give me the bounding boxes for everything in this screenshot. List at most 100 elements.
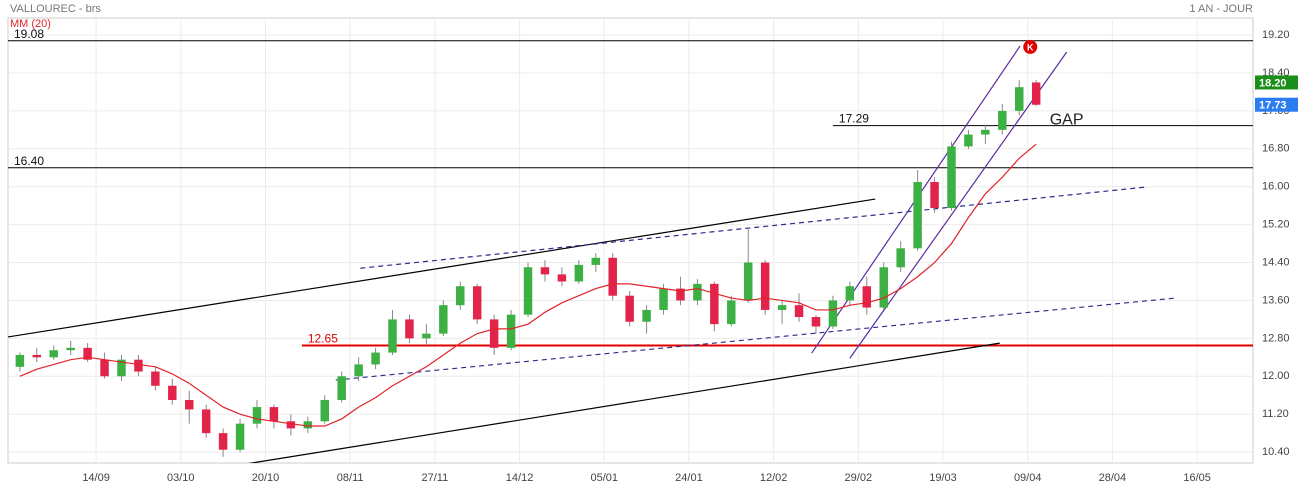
candle-body: [879, 267, 888, 308]
candle-body: [320, 399, 329, 422]
candle-body: [472, 286, 482, 320]
candle-body: [642, 309, 651, 322]
candle-body: [15, 354, 25, 367]
y-tick-label: 14.40: [1262, 256, 1290, 268]
candle-body: [117, 359, 126, 377]
ma-legend: MM (20): [10, 18, 51, 30]
x-tick-label: 29/02: [845, 472, 873, 484]
x-tick-label: 09/04: [1014, 472, 1042, 484]
candle-body: [710, 283, 719, 325]
candle-body: [743, 262, 753, 301]
x-tick-label: 16/05: [1183, 472, 1211, 484]
candle-body: [1031, 82, 1041, 105]
candle-body: [100, 359, 109, 377]
candle-body: [456, 286, 465, 306]
y-tick-label: 10.40: [1262, 446, 1290, 458]
candle-body: [66, 347, 75, 351]
level-label: 17.29: [839, 112, 869, 126]
trendline: [360, 186, 1145, 269]
x-tick-label: 12/02: [760, 472, 788, 484]
x-tick-label: 05/01: [590, 472, 618, 484]
candle-body: [252, 407, 262, 424]
candle-body: [168, 385, 177, 400]
candle-body: [1015, 87, 1024, 111]
y-tick-label: 12.00: [1262, 370, 1290, 382]
candle-body: [286, 421, 296, 429]
candle-body: [574, 264, 584, 282]
x-tick-label: 19/03: [929, 472, 957, 484]
candle-body: [235, 423, 245, 450]
candle-body: [998, 110, 1007, 130]
candle-body: [439, 305, 448, 334]
candle-body: [32, 354, 42, 358]
candle-body: [269, 407, 279, 422]
candle-body: [608, 257, 617, 296]
x-tick-label: 27/11: [421, 472, 448, 484]
x-tick-label: 14/09: [82, 472, 110, 484]
candle-body: [811, 317, 821, 327]
candle-body: [540, 267, 550, 275]
candle-body: [947, 146, 956, 209]
candle-body: [49, 350, 58, 358]
candle-body: [151, 371, 160, 386]
period: 1 AN - JOUR: [1189, 3, 1253, 15]
y-tick-label: 11.20: [1262, 408, 1289, 420]
marker-badge: [1023, 39, 1038, 54]
x-tick-label: 24/01: [675, 472, 703, 484]
candle-body: [489, 319, 499, 348]
marker-label: K: [1027, 42, 1034, 52]
level-label: 16.40: [14, 154, 44, 168]
price-tag: [1255, 75, 1298, 90]
candle-body: [727, 300, 736, 325]
price-tag-label: 17.73: [1259, 100, 1287, 112]
candle-body: [185, 399, 194, 410]
chart-title: VALLOUREC - brs: [10, 3, 101, 15]
y-tick-label: 16.80: [1262, 143, 1290, 155]
candle-body: [337, 376, 346, 400]
candle-body: [506, 314, 516, 348]
plot-layer: [8, 18, 1253, 463]
annotation: GAP: [1050, 112, 1084, 129]
candle-body: [676, 288, 685, 301]
x-tick-label: 20/10: [252, 472, 280, 484]
level-label: 19.08: [14, 27, 44, 41]
candle-body: [371, 352, 380, 365]
candle-body: [896, 248, 905, 268]
candle-body: [354, 364, 363, 377]
x-tick-label: 03/10: [167, 472, 195, 484]
y-tick-label: 19.20: [1262, 29, 1290, 41]
candle-body: [422, 333, 431, 339]
trendline: [248, 342, 1000, 463]
price-tag-label: 18.20: [1259, 77, 1287, 89]
level-label: 12.65: [308, 332, 338, 346]
x-tick-label: 14/12: [506, 472, 534, 484]
candle-body: [913, 181, 922, 249]
candle-body: [964, 134, 973, 147]
candle-body: [659, 288, 668, 310]
y-tick-label: 15.20: [1262, 219, 1290, 231]
candle-body: [862, 286, 872, 308]
candle-body: [625, 295, 634, 322]
trendline: [8, 198, 876, 338]
candle-body: [218, 433, 228, 450]
candle-body: [760, 262, 770, 310]
y-tick-label: 12.80: [1262, 332, 1290, 344]
candle-body: [405, 319, 414, 339]
candle-body: [981, 129, 990, 135]
candle-body: [930, 181, 939, 209]
candle-body: [388, 319, 397, 353]
candle-body: [134, 359, 143, 372]
candle-body: [777, 305, 787, 310]
candle-body: [557, 274, 567, 282]
candle-body: [83, 347, 92, 360]
candle-body: [828, 300, 838, 327]
x-tick-label: 08/11: [337, 472, 364, 484]
x-tick-label: 28/04: [1099, 472, 1127, 484]
candle-body: [591, 257, 601, 265]
y-tick-label: 13.60: [1262, 294, 1290, 306]
y-tick-label: 16.00: [1262, 181, 1290, 193]
trendline: [335, 297, 1176, 381]
moving-average: [19, 143, 1037, 427]
candle-body: [201, 409, 211, 434]
